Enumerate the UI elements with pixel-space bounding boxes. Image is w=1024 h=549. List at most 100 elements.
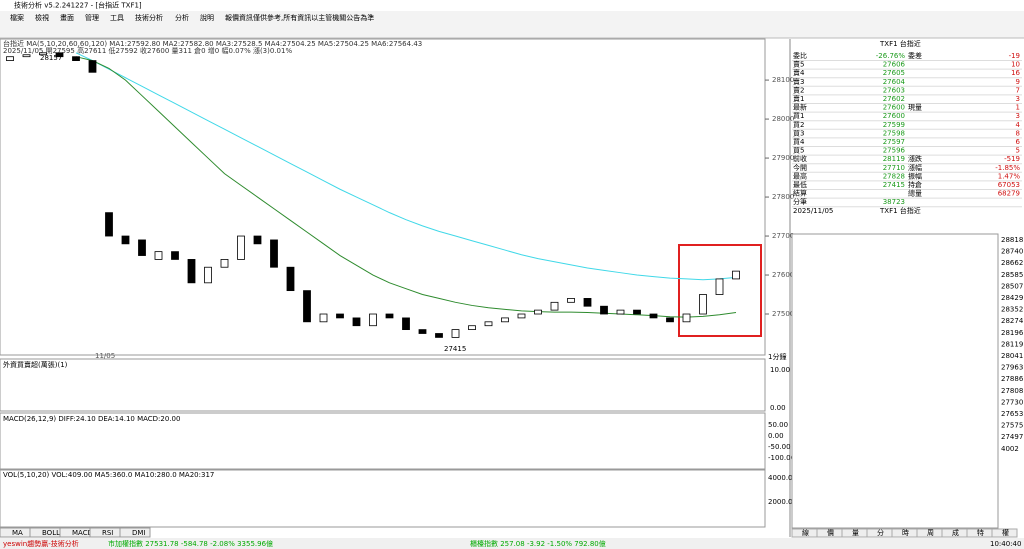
intraday-axis-label: 27886 [1001,375,1024,383]
candle [319,313,328,323]
status-brand: yeswin趨勢贏-技術分析 [3,539,79,548]
vol-title: VOL(5,10,20) VOL:409.00 MA5:360.0 MA10:2… [3,471,214,479]
tab-label[interactable]: DMI [132,529,146,537]
quote-tab-label[interactable]: 特 [977,528,984,537]
menu-item[interactable]: 說明 [200,13,214,22]
candle [253,235,262,245]
status-bar [0,538,1024,549]
y-tick-label: 27700 [772,232,794,240]
intraday-axis-label: 28740 [1001,248,1023,256]
quote-label: 最新 [793,103,807,112]
menu-item[interactable]: 工具 [110,14,124,22]
candle [138,239,146,256]
intraday-axis-label: 27575 [1001,422,1023,430]
quote-label: 買5 [793,147,804,155]
highlight-box [678,244,762,337]
quote-qty: 67053 [998,181,1020,189]
candle [55,52,64,58]
bar-info: 2025/11/05 開27595 高27611 低27592 收27600 量… [3,46,292,55]
toolbar-area [0,11,1024,38]
intraday-axis-label: 28662 [1001,259,1023,267]
candle [732,270,740,280]
quote-date: 2025/11/05 [793,207,833,215]
intraday-axis-label: 28585 [1001,271,1023,279]
candle [88,60,97,73]
quote-price: 28119 [883,155,905,163]
quote-label: 賣4 [793,68,805,77]
quote-price: 27606 [883,61,906,69]
candle [369,313,377,327]
quote-tab-label[interactable]: 價 [827,528,834,537]
candle [435,333,443,338]
candle [270,239,278,268]
quote-tab-label[interactable]: 成 [952,528,959,537]
quote-price: -26.76% [876,52,906,60]
quote-label2: 漲跌 [908,154,922,163]
axis-label: -50.00 [768,443,791,451]
menu-item[interactable]: 檔案 [10,13,24,22]
quote-label: 最高 [793,171,807,180]
candle [451,329,460,338]
quote-qty: 4 [1016,121,1021,129]
quote-tab-label[interactable]: 分 [877,528,884,537]
candle [154,251,163,260]
quote-qty: 8 [1016,129,1020,137]
status-time: 10:40:40 [990,540,1021,548]
menu-item[interactable]: 分析 [175,13,189,22]
quote-qty: 1 [1016,104,1020,112]
intraday-axis-label: 27963 [1001,364,1023,372]
candle [517,313,526,319]
title-bar [0,0,1024,11]
candle [352,317,361,327]
quote-qty: 7 [1016,86,1020,94]
tab-label[interactable]: RSI [102,529,113,537]
quote-tab[interactable] [991,528,1018,538]
candle [220,259,229,268]
candle [600,305,608,315]
menu-item[interactable]: 技術分析 [135,13,163,22]
candle [484,321,493,327]
candle [105,212,113,237]
quote-label: 最低 [793,180,807,189]
quote-label2: 總量 [908,189,922,198]
menu-item[interactable]: 報價資訊僅供參考,所有資訊以主管機關公告為準 [225,13,374,22]
candle [22,54,31,58]
quote-tab-label[interactable]: 周 [927,529,934,537]
date-label: 11/05 [95,352,115,360]
quote-price: 38723 [883,198,905,206]
candle [682,313,691,323]
quote-qty: 16 [1011,69,1020,77]
y-tick-label: 28000 [772,115,794,123]
y-tick-label: 27500 [772,310,794,318]
quote-tab-label[interactable]: 權 [1002,528,1009,537]
menu-item[interactable]: 畫面 [60,13,74,22]
candle [534,309,542,315]
tab[interactable] [119,527,151,538]
quote-tab-label[interactable]: 量 [852,529,859,537]
candle [468,325,476,331]
quote-price: 27415 [883,181,905,189]
menu-item[interactable]: 管理 [85,13,99,22]
quote-label2: 持倉 [908,180,922,189]
tab-label[interactable]: MA [12,529,23,537]
axis-label: 10.00 [770,366,790,374]
candle [121,235,130,245]
candle [567,298,575,303]
quote-price: 27600 [883,112,905,120]
quote-header2: TXF1 台指近 [879,206,921,215]
quote-qty: 10 [1011,61,1020,69]
quote-qty: -1.85% [995,164,1020,172]
candle [633,309,641,315]
tab-label[interactable]: MACD [72,529,93,537]
main-chart-frame [0,38,766,356]
intraday-axis-label: 27808 [1001,387,1023,395]
quote-qty: -519 [1004,155,1020,163]
quote-label: 賣2 [793,85,804,94]
quote-tab-label[interactable]: 線 [802,528,809,537]
menu-item[interactable]: 檢視 [35,13,49,22]
foreign-panel [0,358,766,412]
intraday-axis-label: 28352 [1001,306,1023,314]
tab-label[interactable]: BOLL [42,529,60,537]
quote-tab-label[interactable]: 時 [902,529,909,537]
quote-qty: 3 [1016,112,1020,120]
